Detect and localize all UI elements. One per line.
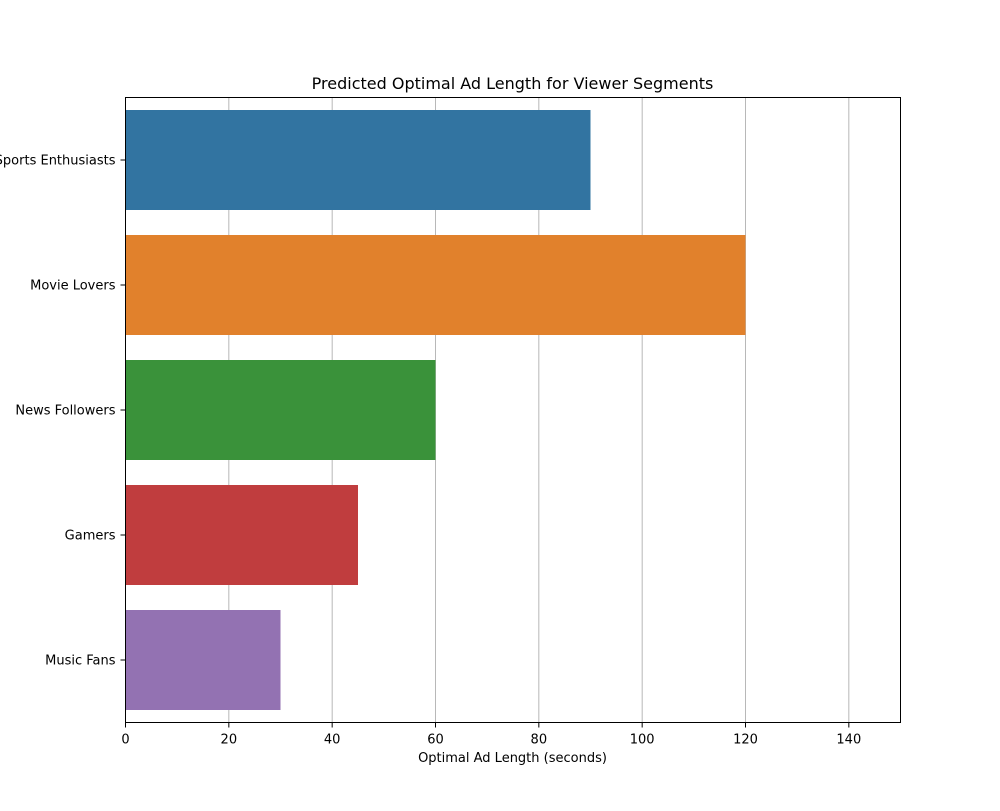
y-tick-label-4: Music Fans: [45, 654, 116, 669]
x-axis-ticks: 0 20 40 60 80 100 120 140: [121, 722, 861, 748]
bar-movie-lovers: [125, 235, 746, 335]
y-axis-ticks: Sports Enthusiasts Movie Lovers News Follo…: [0, 154, 126, 669]
y-tick-label-0: Sports Enthusiasts: [0, 154, 116, 169]
x-tick-label-0: 0: [121, 733, 129, 748]
x-tick-label-2: 40: [324, 733, 341, 748]
x-tick-label-3: 60: [427, 733, 444, 748]
x-tick-label-1: 20: [221, 733, 238, 748]
x-tick-label-7: 140: [836, 733, 861, 748]
x-tick-label-4: 80: [531, 733, 548, 748]
bars: [125, 110, 746, 710]
x-axis-label: Optimal Ad Length (seconds): [418, 751, 607, 766]
bar-music-fans: [125, 610, 281, 710]
y-tick-label-3: Gamers: [65, 529, 116, 544]
bar-sports-enthusiasts: [125, 110, 591, 210]
chart-title: Predicted Optimal Ad Length for Viewer S…: [312, 74, 714, 93]
x-tick-label-6: 120: [733, 733, 758, 748]
y-tick-label-2: News Followers: [15, 404, 115, 419]
y-tick-label-1: Movie Lovers: [30, 279, 116, 294]
bar-news-followers: [125, 360, 436, 460]
plot-frame: [125, 97, 901, 723]
bar-gamers: [125, 485, 358, 585]
x-tick-label-5: 100: [630, 733, 655, 748]
